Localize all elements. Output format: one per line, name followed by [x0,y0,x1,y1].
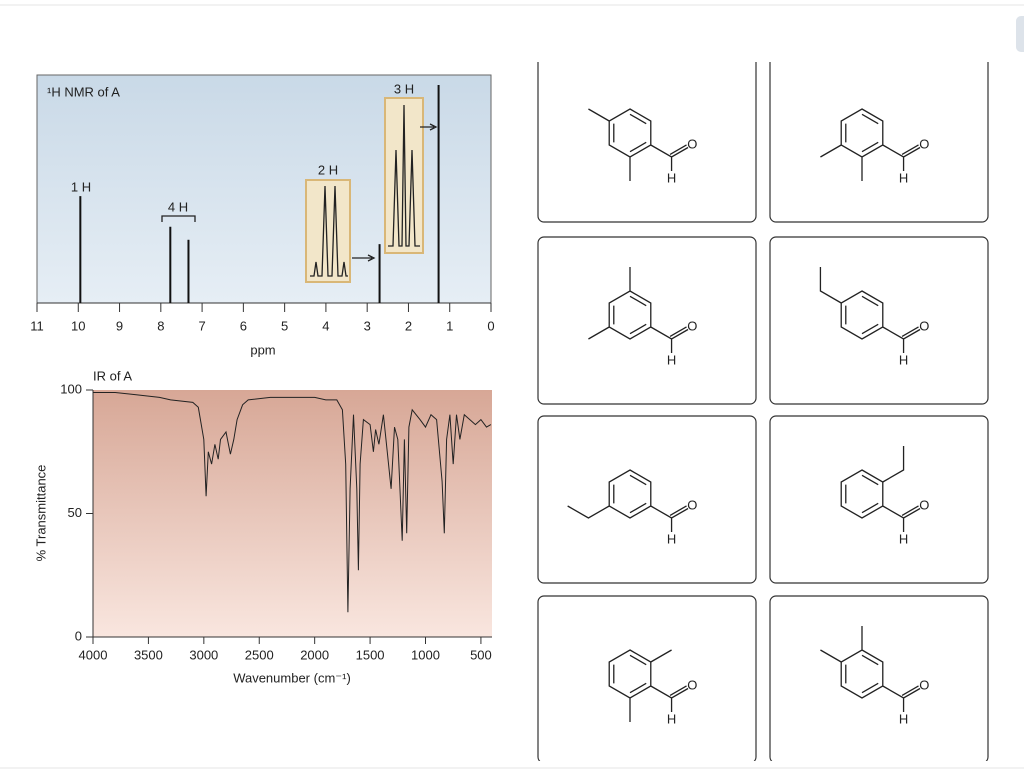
molecule-bonds [820,108,921,181]
x-tick-label: 6 [240,318,247,333]
x-tick-label: 4000 [79,647,108,662]
x-tick-label: 0 [487,318,494,333]
x-tick-label: 8 [157,318,164,333]
molecule-bonds [588,108,689,181]
molecule-bonds [840,446,921,532]
x-tick-label: 1000 [411,647,440,662]
ir-title: IR of A [93,368,132,383]
x-tick-label: 3000 [189,647,218,662]
choices: O H O H O H O H O H O H O H O H [537,55,989,763]
y-tick-label: 100 [60,381,82,396]
choice-card[interactable] [769,55,989,223]
x-tick-label: 9 [116,318,123,333]
x-tick-label: 2 [405,318,412,333]
x-tick-label: 500 [470,647,492,662]
choice-card[interactable] [769,595,989,763]
choice-card[interactable] [537,236,757,405]
molecule-bonds [819,267,921,353]
side-button[interactable] [1016,16,1024,52]
ir-spectrum [93,392,492,613]
peak-annotation: 4 H [168,199,188,214]
x-tick-label: 1500 [356,647,385,662]
oxygen-label: O [687,136,697,151]
oxygen-label: O [687,497,697,512]
y-tick-label: 50 [68,505,82,520]
oxygen-label: O [919,136,929,151]
x-tick-label: 3500 [134,647,163,662]
hydrogen-label: H [667,352,676,367]
ir-y-label: % Transmittance [33,465,48,562]
oxygen-label: O [687,318,697,333]
y-tick-label: 0 [75,628,82,643]
x-tick-label: 4 [322,318,329,333]
oxygen-label: O [919,677,929,692]
peak-annotation: 2 H [318,162,338,177]
hydrogen-label: H [667,531,676,546]
molecule-bonds [567,469,689,532]
peak-annotation: 3 H [394,81,414,96]
choice-card[interactable] [769,415,989,584]
x-tick-label: 11 [30,318,44,333]
x-tick-label: 5 [281,318,288,333]
nmr-x-label: ppm [250,342,275,357]
x-tick-label: 7 [198,318,205,333]
oxygen-label: O [687,677,697,692]
hydrogen-label: H [667,711,676,726]
oxygen-label: O [919,318,929,333]
hydrogen-label: H [899,352,908,367]
x-tick-label: 2500 [245,647,274,662]
hydrogen-label: H [899,531,908,546]
hydrogen-label: H [899,170,908,185]
molecule-bonds [820,626,921,712]
oxygen-label: O [919,497,929,512]
x-tick-label: 2000 [300,647,329,662]
ir-frame [93,390,492,637]
ir-x-label: Wavenumber (cm⁻¹) [233,670,351,685]
nmr-title: ¹H NMR of A [47,84,120,99]
molecule-bonds [608,649,689,722]
choice-card[interactable] [537,55,757,223]
hydrogen-label: H [667,170,676,185]
peak-annotation: 1 H [71,179,91,194]
x-tick-label: 3 [364,318,371,333]
x-tick-label: 10 [71,318,85,333]
nmr-insets [161,97,438,283]
choice-card[interactable] [537,415,757,584]
molecule-bonds [588,267,689,353]
hydrogen-label: H [899,711,908,726]
x-tick-label: 1 [446,318,453,333]
choice-card[interactable] [537,595,757,763]
choice-card[interactable] [769,236,989,405]
